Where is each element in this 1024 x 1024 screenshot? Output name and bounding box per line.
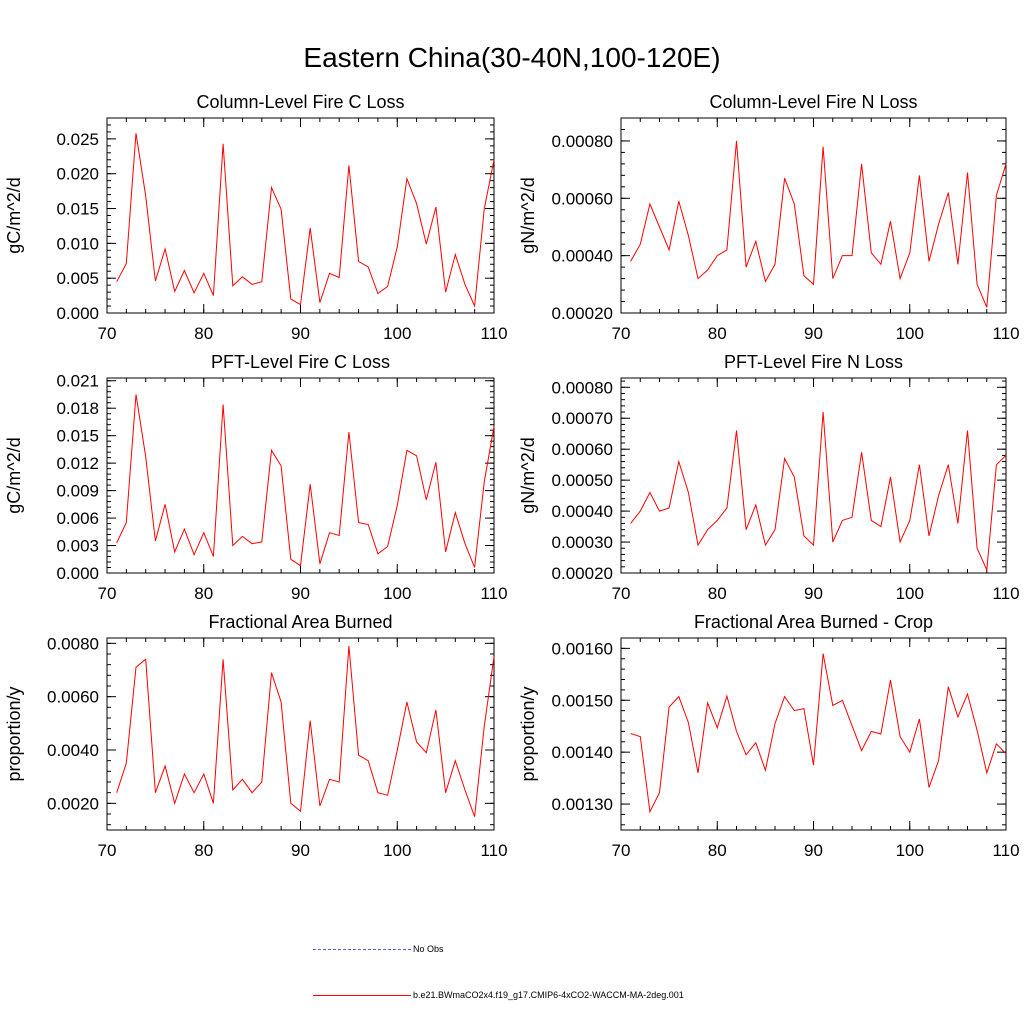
x-tick-label: 80 xyxy=(708,324,727,343)
series-line xyxy=(630,411,1007,572)
y-tick-label: 0.00050 xyxy=(552,471,613,490)
legend-item-obs: No Obs xyxy=(313,944,444,954)
legend-label-model: b.e21.BWmaCO2x4.f19_g17.CMIP6-4xCO2-WACC… xyxy=(413,990,684,1000)
y-tick-label: 0.00030 xyxy=(552,533,613,552)
series-line xyxy=(630,653,1007,814)
chart-panel-1: 70 80 90 100 110 0.000 0.005 0.010 0.015 0.020 0.0… xyxy=(4,92,508,343)
y-tick-label: 0.009 xyxy=(56,482,99,501)
x-tick-label: 90 xyxy=(291,584,310,603)
plot-frame xyxy=(106,637,495,831)
y-tick-label: 0.00140 xyxy=(552,743,613,762)
x-tick-label: 110 xyxy=(480,841,507,860)
series-line xyxy=(116,394,495,568)
panel-title: PFT-Level Fire N Loss xyxy=(724,352,903,372)
chart-panel-6: 70 80 90 100 110 0.00130 0.00140 0.00150 0.00160… xyxy=(518,612,1020,860)
y-tick-label: 0.0080 xyxy=(47,634,99,653)
x-tick-label: 70 xyxy=(98,324,117,343)
y-axis-label: gN/m^2/d xyxy=(518,177,538,253)
y-tick-label: 0.00080 xyxy=(552,378,613,397)
x-tick-label: 90 xyxy=(804,841,823,860)
y-axis-label: proportion/y xyxy=(4,686,24,781)
x-tick-label: 80 xyxy=(708,841,727,860)
legend-label-obs: No Obs xyxy=(413,944,444,954)
x-tick-label: 90 xyxy=(804,584,823,603)
panel-title: Column-Level Fire C Loss xyxy=(196,92,404,112)
x-tick-label: 80 xyxy=(708,584,727,603)
y-tick-label: 0.010 xyxy=(56,234,99,253)
main-title: Eastern China(30-40N,100-120E) xyxy=(303,42,721,73)
y-tick-label: 0.000 xyxy=(56,304,99,323)
x-tick-label: 100 xyxy=(383,584,411,603)
panel-title: Column-Level Fire N Loss xyxy=(709,92,917,112)
chart-panel-3: 70 80 90 100 110 0.000 0.003 0.006 0.009 0.012 0.0… xyxy=(4,352,508,603)
y-tick-label: 0.015 xyxy=(56,200,99,219)
plot-frame xyxy=(620,637,1007,831)
x-tick-label: 80 xyxy=(194,584,213,603)
x-tick-label: 110 xyxy=(992,324,1019,343)
y-tick-label: 0.0040 xyxy=(47,741,99,760)
y-tick-label: 0.00070 xyxy=(552,409,613,428)
x-tick-label: 110 xyxy=(480,324,507,343)
y-tick-label: 0.00040 xyxy=(552,247,613,266)
panel-title: Fractional Area Burned xyxy=(208,612,392,632)
series-line xyxy=(630,140,1007,308)
x-tick-label: 90 xyxy=(291,841,310,860)
x-tick-label: 110 xyxy=(992,584,1019,603)
x-tick-label: 110 xyxy=(480,584,507,603)
chart-panel-4: 70 80 90 100 110 0.00020 0.00030 0.00040 0.00050… xyxy=(518,352,1020,603)
y-axis-label: gC/m^2/d xyxy=(4,177,24,253)
x-tick-label: 70 xyxy=(98,584,117,603)
x-tick-label: 70 xyxy=(612,841,631,860)
plot-frame xyxy=(106,117,495,314)
plot-frame xyxy=(106,377,495,574)
y-tick-label: 0.00160 xyxy=(552,639,613,658)
x-tick-label: 90 xyxy=(804,324,823,343)
series-line xyxy=(116,133,495,308)
x-tick-label: 90 xyxy=(291,324,310,343)
x-tick-label: 80 xyxy=(194,324,213,343)
y-tick-label: 0.018 xyxy=(56,399,99,418)
x-tick-label: 100 xyxy=(896,324,924,343)
x-tick-label: 100 xyxy=(896,841,924,860)
y-tick-label: 0.000 xyxy=(56,564,99,583)
y-tick-label: 0.0060 xyxy=(47,688,99,707)
y-tick-label: 0.0020 xyxy=(47,794,99,813)
x-tick-label: 110 xyxy=(992,841,1019,860)
y-tick-label: 0.00080 xyxy=(552,132,613,151)
y-tick-label: 0.006 xyxy=(56,509,99,528)
chart-panel-2: 70 80 90 100 110 0.00020 0.00040 0.00060 0.00080… xyxy=(518,92,1020,343)
y-tick-label: 0.00020 xyxy=(552,564,613,583)
y-axis-label: gC/m^2/d xyxy=(4,437,24,513)
y-tick-label: 0.021 xyxy=(56,372,99,391)
y-tick-label: 0.005 xyxy=(56,269,99,288)
y-axis-label: proportion/y xyxy=(518,686,538,781)
y-tick-label: 0.015 xyxy=(56,427,99,446)
y-tick-label: 0.020 xyxy=(56,165,99,184)
y-tick-label: 0.012 xyxy=(56,454,99,473)
y-axis-label: gN/m^2/d xyxy=(518,437,538,513)
y-tick-label: 0.00040 xyxy=(552,502,613,521)
x-tick-label: 100 xyxy=(896,584,924,603)
legend-item-model: b.e21.BWmaCO2x4.f19_g17.CMIP6-4xCO2-WACC… xyxy=(313,990,684,1000)
legend-solid-line-icon xyxy=(313,994,411,996)
x-tick-label: 70 xyxy=(612,584,631,603)
y-tick-label: 0.00130 xyxy=(552,795,613,814)
y-tick-label: 0.00060 xyxy=(552,440,613,459)
x-tick-label: 70 xyxy=(98,841,117,860)
panel-title: PFT-Level Fire C Loss xyxy=(211,352,390,372)
legend-dashed-line-icon xyxy=(313,948,411,950)
y-tick-label: 0.00060 xyxy=(552,189,613,208)
x-tick-label: 80 xyxy=(194,841,213,860)
panel-title: Fractional Area Burned - Crop xyxy=(694,612,933,632)
y-tick-label: 0.025 xyxy=(56,130,99,149)
x-tick-label: 100 xyxy=(383,324,411,343)
series-line xyxy=(116,645,495,817)
chart-panel-5: 70 80 90 100 110 0.0020 0.0040 0.0060 0.0080 Frac… xyxy=(4,612,508,860)
y-tick-label: 0.00150 xyxy=(552,691,613,710)
y-tick-label: 0.00020 xyxy=(552,304,613,323)
x-tick-label: 70 xyxy=(612,324,631,343)
y-tick-label: 0.003 xyxy=(56,537,99,556)
x-tick-label: 100 xyxy=(383,841,411,860)
